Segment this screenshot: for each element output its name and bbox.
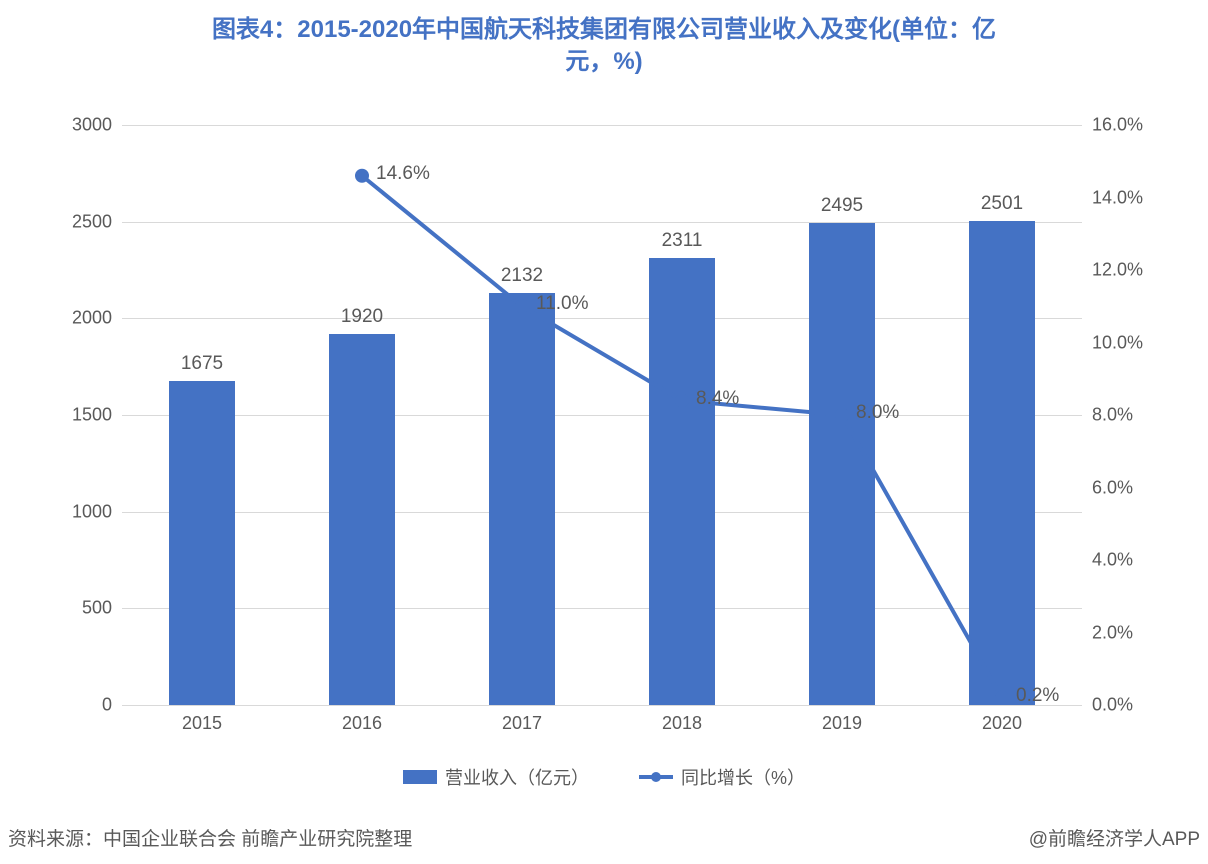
chart-title: 图表4：2015-2020年中国航天科技集团有限公司营业收入及变化(单位：亿 元…	[0, 0, 1208, 79]
y-right-tick: 10.0%	[1092, 332, 1172, 353]
gridline	[122, 125, 1082, 126]
legend-swatch-bar	[403, 770, 437, 784]
gridline	[122, 608, 1082, 609]
y-left-tick: 1000	[42, 501, 112, 522]
gridline	[122, 512, 1082, 513]
x-tick: 2016	[342, 713, 382, 734]
x-tick: 2020	[982, 713, 1022, 734]
legend-item: 营业收入（亿元）	[403, 764, 589, 790]
y-right-tick: 12.0%	[1092, 260, 1172, 281]
y-right-tick: 4.0%	[1092, 550, 1172, 571]
bar: 2495	[809, 223, 875, 705]
chart-legend: 营业收入（亿元） 同比增长（%）	[0, 764, 1208, 790]
bar: 1920	[329, 334, 395, 705]
legend-label: 同比增长（%）	[681, 764, 805, 790]
bar-value-label: 1920	[341, 306, 383, 328]
y-right-tick: 14.0%	[1092, 187, 1172, 208]
gridline	[122, 222, 1082, 223]
chart-plot-area: 0500100015002000250030000.0%2.0%4.0%6.0%…	[122, 125, 1082, 705]
footer-source: 资料来源：中国企业联合会 前瞻产业研究院整理	[8, 824, 412, 851]
x-tick: 2015	[182, 713, 222, 734]
y-left-tick: 0	[42, 695, 112, 716]
chart-title-line2: 元，%)	[565, 48, 642, 75]
legend-label: 营业收入（亿元）	[445, 764, 589, 790]
x-tick: 2017	[502, 713, 542, 734]
y-right-tick: 8.0%	[1092, 405, 1172, 426]
legend-swatch-line	[639, 770, 673, 784]
bar-value-label: 2132	[501, 265, 543, 287]
y-left-tick: 2500	[42, 211, 112, 232]
bar: 1675	[169, 381, 235, 705]
y-left-tick: 500	[42, 598, 112, 619]
line-value-label: 8.0%	[856, 402, 899, 424]
bar: 2501	[969, 221, 1035, 705]
chart-title-line1: 图表4：2015-2020年中国航天科技集团有限公司营业收入及变化(单位：亿	[212, 16, 996, 43]
y-right-tick: 0.0%	[1092, 695, 1172, 716]
bar-value-label: 2311	[662, 230, 703, 252]
x-tick: 2018	[662, 713, 702, 734]
line-value-label: 0.2%	[1016, 685, 1059, 707]
bar: 2132	[489, 293, 555, 705]
y-right-tick: 2.0%	[1092, 622, 1172, 643]
x-tick: 2019	[822, 713, 862, 734]
y-left-tick: 1500	[42, 405, 112, 426]
y-left-tick: 3000	[42, 115, 112, 136]
bar-value-label: 1675	[181, 353, 223, 375]
y-right-tick: 16.0%	[1092, 115, 1172, 136]
footer-attribution: @前瞻经济学人APP	[1029, 824, 1200, 851]
y-right-tick: 6.0%	[1092, 477, 1172, 498]
legend-item: 同比增长（%）	[639, 764, 805, 790]
gridline	[122, 318, 1082, 319]
y-left-tick: 2000	[42, 308, 112, 329]
bar-value-label: 2495	[821, 195, 863, 217]
gridline	[122, 415, 1082, 416]
line-value-label: 11.0%	[536, 293, 588, 315]
line-value-label: 8.4%	[696, 388, 739, 410]
bar: 2311	[649, 258, 715, 705]
line-value-label: 14.6%	[376, 163, 430, 185]
bar-value-label: 2501	[981, 193, 1023, 215]
